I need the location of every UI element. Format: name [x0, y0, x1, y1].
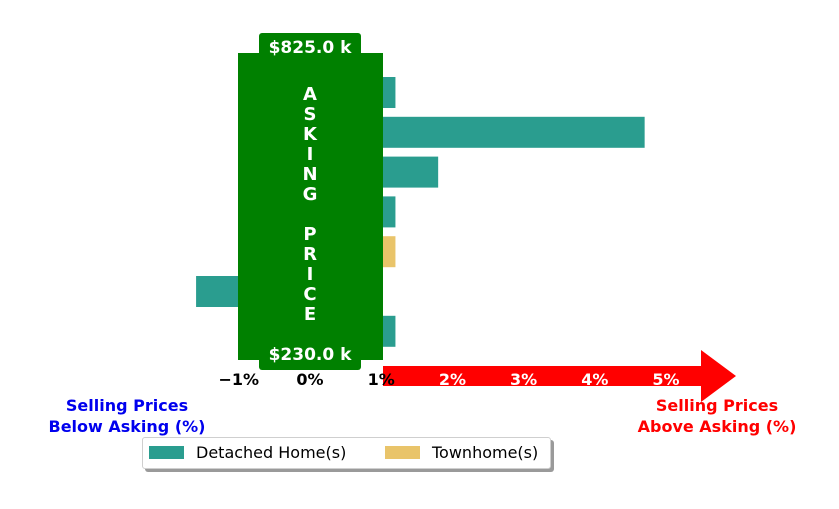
above-asking-annotation-line1: Selling Prices	[656, 396, 778, 415]
x-tick-label: 1%	[368, 370, 395, 389]
x-tick-label: 5%	[652, 370, 679, 389]
asking-price-top-value: $825.0 k	[269, 38, 353, 58]
legend-item-detached: Detached Home(s)	[149, 443, 346, 462]
x-tick-label: 3%	[510, 370, 537, 389]
x-tick-label: 4%	[581, 370, 608, 389]
legend: Detached Home(s) Townhome(s)	[142, 437, 551, 469]
legend-label-townhome: Townhome(s)	[432, 443, 539, 462]
legend-item-townhome: Townhome(s)	[385, 443, 538, 462]
below-asking-annotation-line1: Selling Prices	[66, 396, 188, 415]
legend-swatch-detached	[149, 446, 184, 459]
above-asking-annotation-line2: Above Asking (%)	[638, 417, 797, 436]
asking-price-bottom-value: $230.0 k	[269, 345, 353, 365]
above-asking-arrow	[383, 350, 736, 402]
legend-label-detached: Detached Home(s)	[196, 443, 347, 462]
asking-price-bottom-badge	[259, 340, 361, 370]
x-tick-label: 2%	[439, 370, 466, 389]
asking-price-top-badge	[259, 33, 361, 60]
legend-swatch-townhome	[385, 446, 420, 459]
below-asking-annotation-line2: Below Asking (%)	[49, 417, 206, 436]
x-tick-label: 0%	[296, 370, 323, 389]
asking-price-box	[238, 53, 383, 360]
x-tick-label: −1%	[219, 370, 260, 389]
